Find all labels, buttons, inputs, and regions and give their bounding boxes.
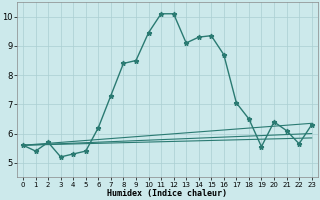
X-axis label: Humidex (Indice chaleur): Humidex (Indice chaleur): [107, 189, 227, 198]
